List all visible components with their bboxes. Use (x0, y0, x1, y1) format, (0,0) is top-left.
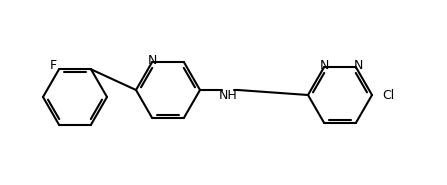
Text: NH: NH (219, 88, 237, 102)
Text: N: N (148, 54, 157, 67)
Text: F: F (50, 59, 57, 72)
Text: Cl: Cl (382, 88, 394, 102)
Text: N: N (319, 59, 329, 72)
Text: N: N (353, 59, 363, 72)
